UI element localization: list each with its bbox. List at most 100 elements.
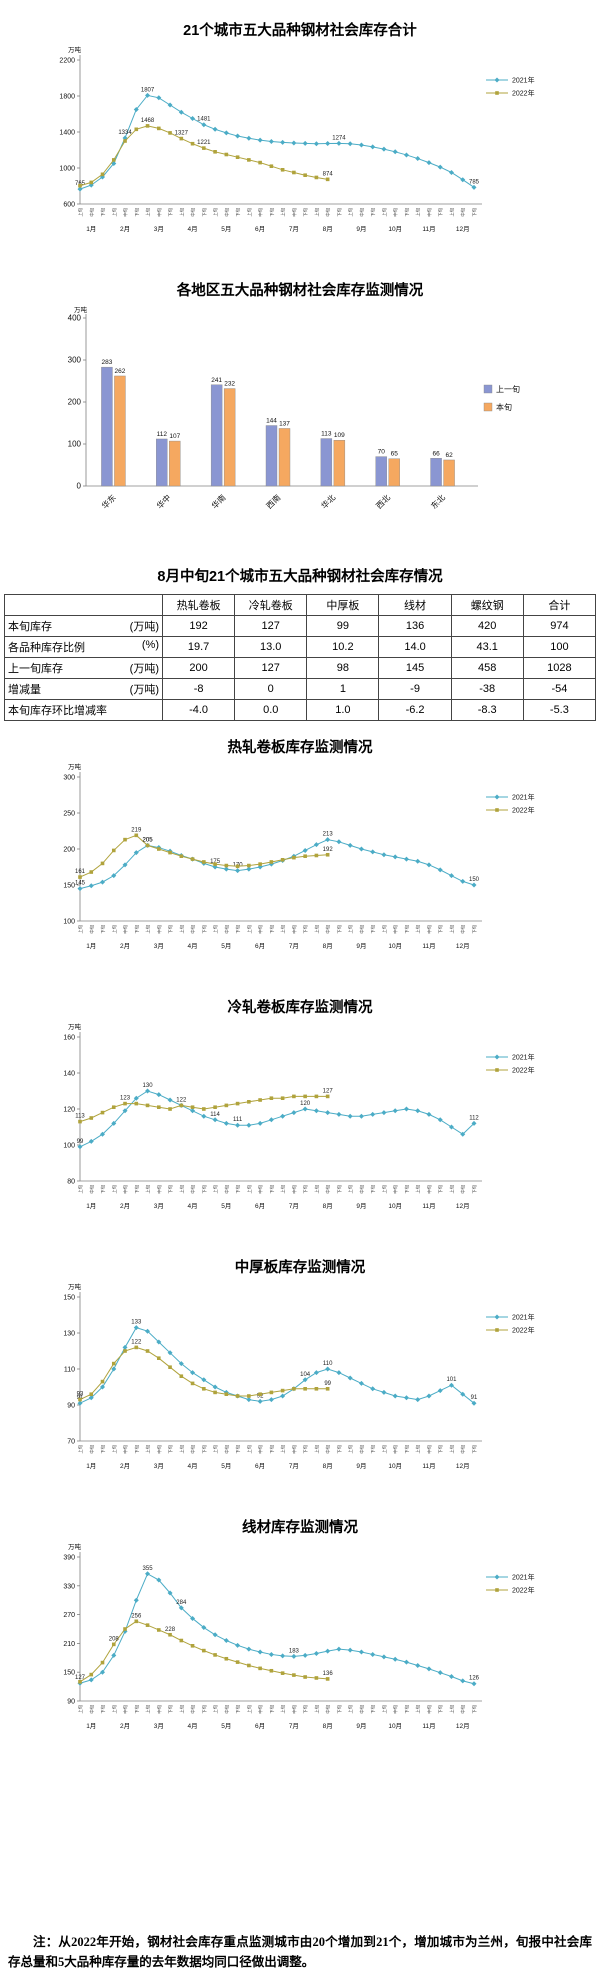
svg-text:92: 92 xyxy=(257,1393,264,1399)
svg-text:中旬: 中旬 xyxy=(88,1444,95,1453)
svg-text:中旬: 中旬 xyxy=(156,924,163,933)
svg-text:中旬: 中旬 xyxy=(460,1704,467,1713)
svg-text:2022年: 2022年 xyxy=(512,806,535,815)
svg-text:122: 122 xyxy=(176,1097,187,1103)
svg-text:下旬: 下旬 xyxy=(437,924,444,933)
svg-text:9月: 9月 xyxy=(356,1202,366,1210)
svg-text:6月: 6月 xyxy=(255,1462,265,1470)
svg-text:136: 136 xyxy=(323,1671,334,1677)
svg-text:2022年: 2022年 xyxy=(512,1066,535,1075)
svg-text:600: 600 xyxy=(63,202,75,209)
series-2021年 xyxy=(79,1090,475,1148)
svg-text:208: 208 xyxy=(109,1636,120,1642)
svg-text:300: 300 xyxy=(68,356,82,365)
table-cell: -8 xyxy=(161,678,236,700)
svg-text:上旬: 上旬 xyxy=(313,207,320,216)
row-label-cell: 各品种库存比例 (%) xyxy=(4,636,163,658)
svg-text:355: 355 xyxy=(143,1566,154,1572)
inventory-table: 热轧卷板 冷轧卷板 中厚板 线材 螺纹钢 合计 本旬库存 (万吨) 192 127 99 136 420… xyxy=(4,594,597,721)
wire-rod-svg: 90150210270330390万吨上旬 中旬 下旬 上旬 中旬 下旬 上旬 中旬 下旬 上旬中… xyxy=(63,1542,534,1730)
svg-text:下旬: 下旬 xyxy=(268,1444,275,1453)
svg-text:中旬: 中旬 xyxy=(325,1184,332,1193)
svg-text:上旬: 上旬 xyxy=(415,924,422,933)
svg-text:万吨: 万吨 xyxy=(68,1542,82,1551)
svg-text:1月: 1月 xyxy=(86,942,96,950)
table-cell: -9 xyxy=(378,678,452,700)
svg-text:4月: 4月 xyxy=(188,1462,198,1470)
svg-text:9月: 9月 xyxy=(356,225,366,233)
svg-text:上旬: 上旬 xyxy=(280,207,287,216)
svg-text:中旬: 中旬 xyxy=(223,207,230,216)
svg-text:下旬: 下旬 xyxy=(167,207,174,216)
table-cell: 10.2 xyxy=(306,636,380,658)
svg-text:1807: 1807 xyxy=(141,87,155,93)
svg-text:下旬: 下旬 xyxy=(235,1184,242,1193)
svg-text:1327: 1327 xyxy=(175,131,189,137)
table-cell: -6.2 xyxy=(378,699,452,721)
svg-text:241: 241 xyxy=(211,377,222,384)
svg-text:下旬: 下旬 xyxy=(235,1704,242,1713)
svg-text:上旬: 上旬 xyxy=(280,924,287,933)
chart-hot-rolled: 100 150 200 250 300 万吨 上旬 中旬 下旬 上旬 中旬 下旬 上旬 中旬 下旬 上旬 中旬下… xyxy=(0,759,600,983)
svg-text:140: 140 xyxy=(63,1071,75,1078)
bar-本旬 xyxy=(333,440,346,487)
svg-text:上旬: 上旬 xyxy=(212,1444,219,1453)
svg-text:下旬: 下旬 xyxy=(268,207,275,216)
svg-text:8月: 8月 xyxy=(323,225,333,233)
svg-text:上旬: 上旬 xyxy=(415,1444,422,1453)
svg-text:上旬: 上旬 xyxy=(178,1444,185,1453)
table-header-cell: 螺纹钢 xyxy=(450,594,524,616)
svg-text:9月: 9月 xyxy=(356,1462,366,1470)
chart-cold-rolled: 80 100 120 140 160 万吨 上旬 中旬 下旬 上旬 中旬 下旬 上旬 中旬 下旬 上旬 中旬 下旬… xyxy=(0,1019,600,1243)
svg-text:133: 133 xyxy=(131,1320,142,1326)
svg-text:101: 101 xyxy=(446,1377,457,1383)
svg-text:874: 874 xyxy=(323,171,334,177)
svg-text:万吨: 万吨 xyxy=(68,1282,82,1291)
chart-title-medium-plate: 中厚板库存监测情况 xyxy=(234,1260,366,1276)
svg-text:785: 785 xyxy=(469,179,480,185)
svg-text:65: 65 xyxy=(391,451,399,458)
svg-text:下旬: 下旬 xyxy=(437,1444,444,1453)
svg-text:中旬: 中旬 xyxy=(325,207,332,216)
svg-text:下旬: 下旬 xyxy=(268,1184,275,1193)
svg-text:上旬: 上旬 xyxy=(448,1184,455,1193)
svg-text:11月: 11月 xyxy=(422,942,435,950)
table-cell: 0 xyxy=(234,678,308,700)
svg-text:下旬: 下旬 xyxy=(201,924,208,933)
table-title: 8月中旬21个城市五大品种钢材社会库存情况 xyxy=(157,569,443,585)
svg-text:7月: 7月 xyxy=(289,1202,299,1210)
svg-text:下旬: 下旬 xyxy=(336,1184,343,1193)
svg-text:70: 70 xyxy=(67,1439,75,1446)
svg-text:183: 183 xyxy=(289,1648,300,1654)
svg-text:中旬: 中旬 xyxy=(358,924,365,933)
svg-text:2021年: 2021年 xyxy=(512,1053,535,1062)
table-cell: 458 xyxy=(450,657,524,679)
svg-text:120: 120 xyxy=(300,1101,311,1107)
footnote: 注：从2022年开始，钢材社会库存重点监测城市由20个增加到21个，增加城市为兰… xyxy=(8,1935,592,1969)
svg-text:上旬: 上旬 xyxy=(347,1184,354,1193)
svg-text:上旬: 上旬 xyxy=(313,1704,320,1713)
svg-text:上旬: 上旬 xyxy=(246,924,253,933)
svg-text:上旬: 上旬 xyxy=(178,207,185,216)
svg-text:3月: 3月 xyxy=(154,942,164,950)
svg-text:下旬: 下旬 xyxy=(302,1184,309,1193)
svg-text:上旬: 上旬 xyxy=(415,1184,422,1193)
svg-text:8月: 8月 xyxy=(323,1722,333,1730)
svg-text:上旬: 上旬 xyxy=(178,1704,185,1713)
svg-text:99: 99 xyxy=(77,1139,84,1145)
svg-text:上旬: 上旬 xyxy=(381,207,388,216)
svg-text:4月: 4月 xyxy=(188,942,198,950)
svg-text:中旬: 中旬 xyxy=(460,1184,467,1193)
table-cell: -5.3 xyxy=(522,699,597,721)
svg-text:上旬: 上旬 xyxy=(415,1704,422,1713)
svg-text:160: 160 xyxy=(63,1035,75,1042)
medium-plate-svg: 7090110130150万吨上旬 中旬 下旬 上旬 中旬 下旬 上旬 中旬 下旬 上旬 中旬 下旬上… xyxy=(63,1282,534,1470)
svg-text:99: 99 xyxy=(324,1381,331,1387)
svg-text:中旬: 中旬 xyxy=(426,1184,433,1193)
svg-text:中旬: 中旬 xyxy=(88,1184,95,1193)
table-cell: 145 xyxy=(378,657,452,679)
svg-text:2月: 2月 xyxy=(120,1722,130,1730)
svg-text:中旬: 中旬 xyxy=(257,1704,264,1713)
svg-text:11月: 11月 xyxy=(422,1722,435,1730)
